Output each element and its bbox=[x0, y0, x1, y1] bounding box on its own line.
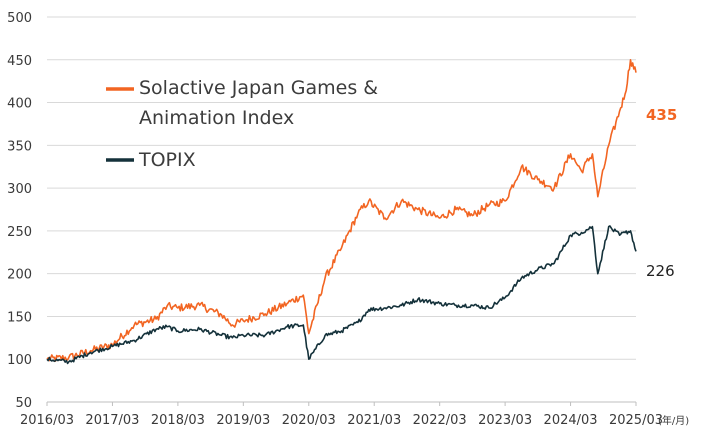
x-unit-label: (年/月) bbox=[658, 414, 689, 427]
x-tick-label: 2019/03 bbox=[216, 413, 270, 428]
legend: Solactive Japan Games & Animation Index TO… bbox=[106, 77, 378, 171]
y-axis: 50 100 150 200 250 300 350 400 450 500 bbox=[7, 11, 32, 411]
x-tick-label: 2025/03 bbox=[609, 413, 663, 428]
y-tick-label: 50 bbox=[15, 396, 32, 411]
x-tick-label: 2022/03 bbox=[413, 413, 467, 428]
end-labels: 435 226 bbox=[646, 106, 677, 280]
legend-label: Animation Index bbox=[139, 107, 294, 129]
y-tick-label: 100 bbox=[7, 353, 32, 368]
x-tick-label: 2018/03 bbox=[151, 413, 205, 428]
end-value-label: 435 bbox=[646, 106, 677, 124]
y-tick-label: 150 bbox=[7, 310, 32, 325]
x-tick-label: 2023/03 bbox=[478, 413, 532, 428]
x-tick-label: 2020/03 bbox=[282, 413, 336, 428]
y-tick-label: 200 bbox=[7, 268, 32, 283]
y-tick-label: 350 bbox=[7, 139, 32, 154]
y-tick-label: 250 bbox=[7, 225, 32, 240]
y-tick-label: 500 bbox=[7, 11, 32, 26]
y-tick-label: 450 bbox=[7, 54, 32, 69]
x-tick-label: 2024/03 bbox=[544, 413, 598, 428]
series-layer bbox=[46, 59, 637, 365]
series-line-topix bbox=[46, 225, 637, 365]
y-tick-label: 400 bbox=[7, 97, 32, 112]
x-tick-label: 2016/03 bbox=[20, 413, 74, 428]
series-line-solactive bbox=[46, 59, 637, 362]
y-tick-label: 300 bbox=[7, 182, 32, 197]
legend-label: Solactive Japan Games & bbox=[139, 77, 378, 99]
x-axis: 2016/03 2017/03 2018/03 2019/03 2020/03 2021/… bbox=[20, 402, 663, 428]
end-value-label: 226 bbox=[646, 262, 675, 280]
x-tick-label: 2021/03 bbox=[347, 413, 401, 428]
x-tick-label: 2017/03 bbox=[85, 413, 139, 428]
legend-label: TOPIX bbox=[138, 149, 196, 171]
grid-lines bbox=[47, 16, 636, 403]
